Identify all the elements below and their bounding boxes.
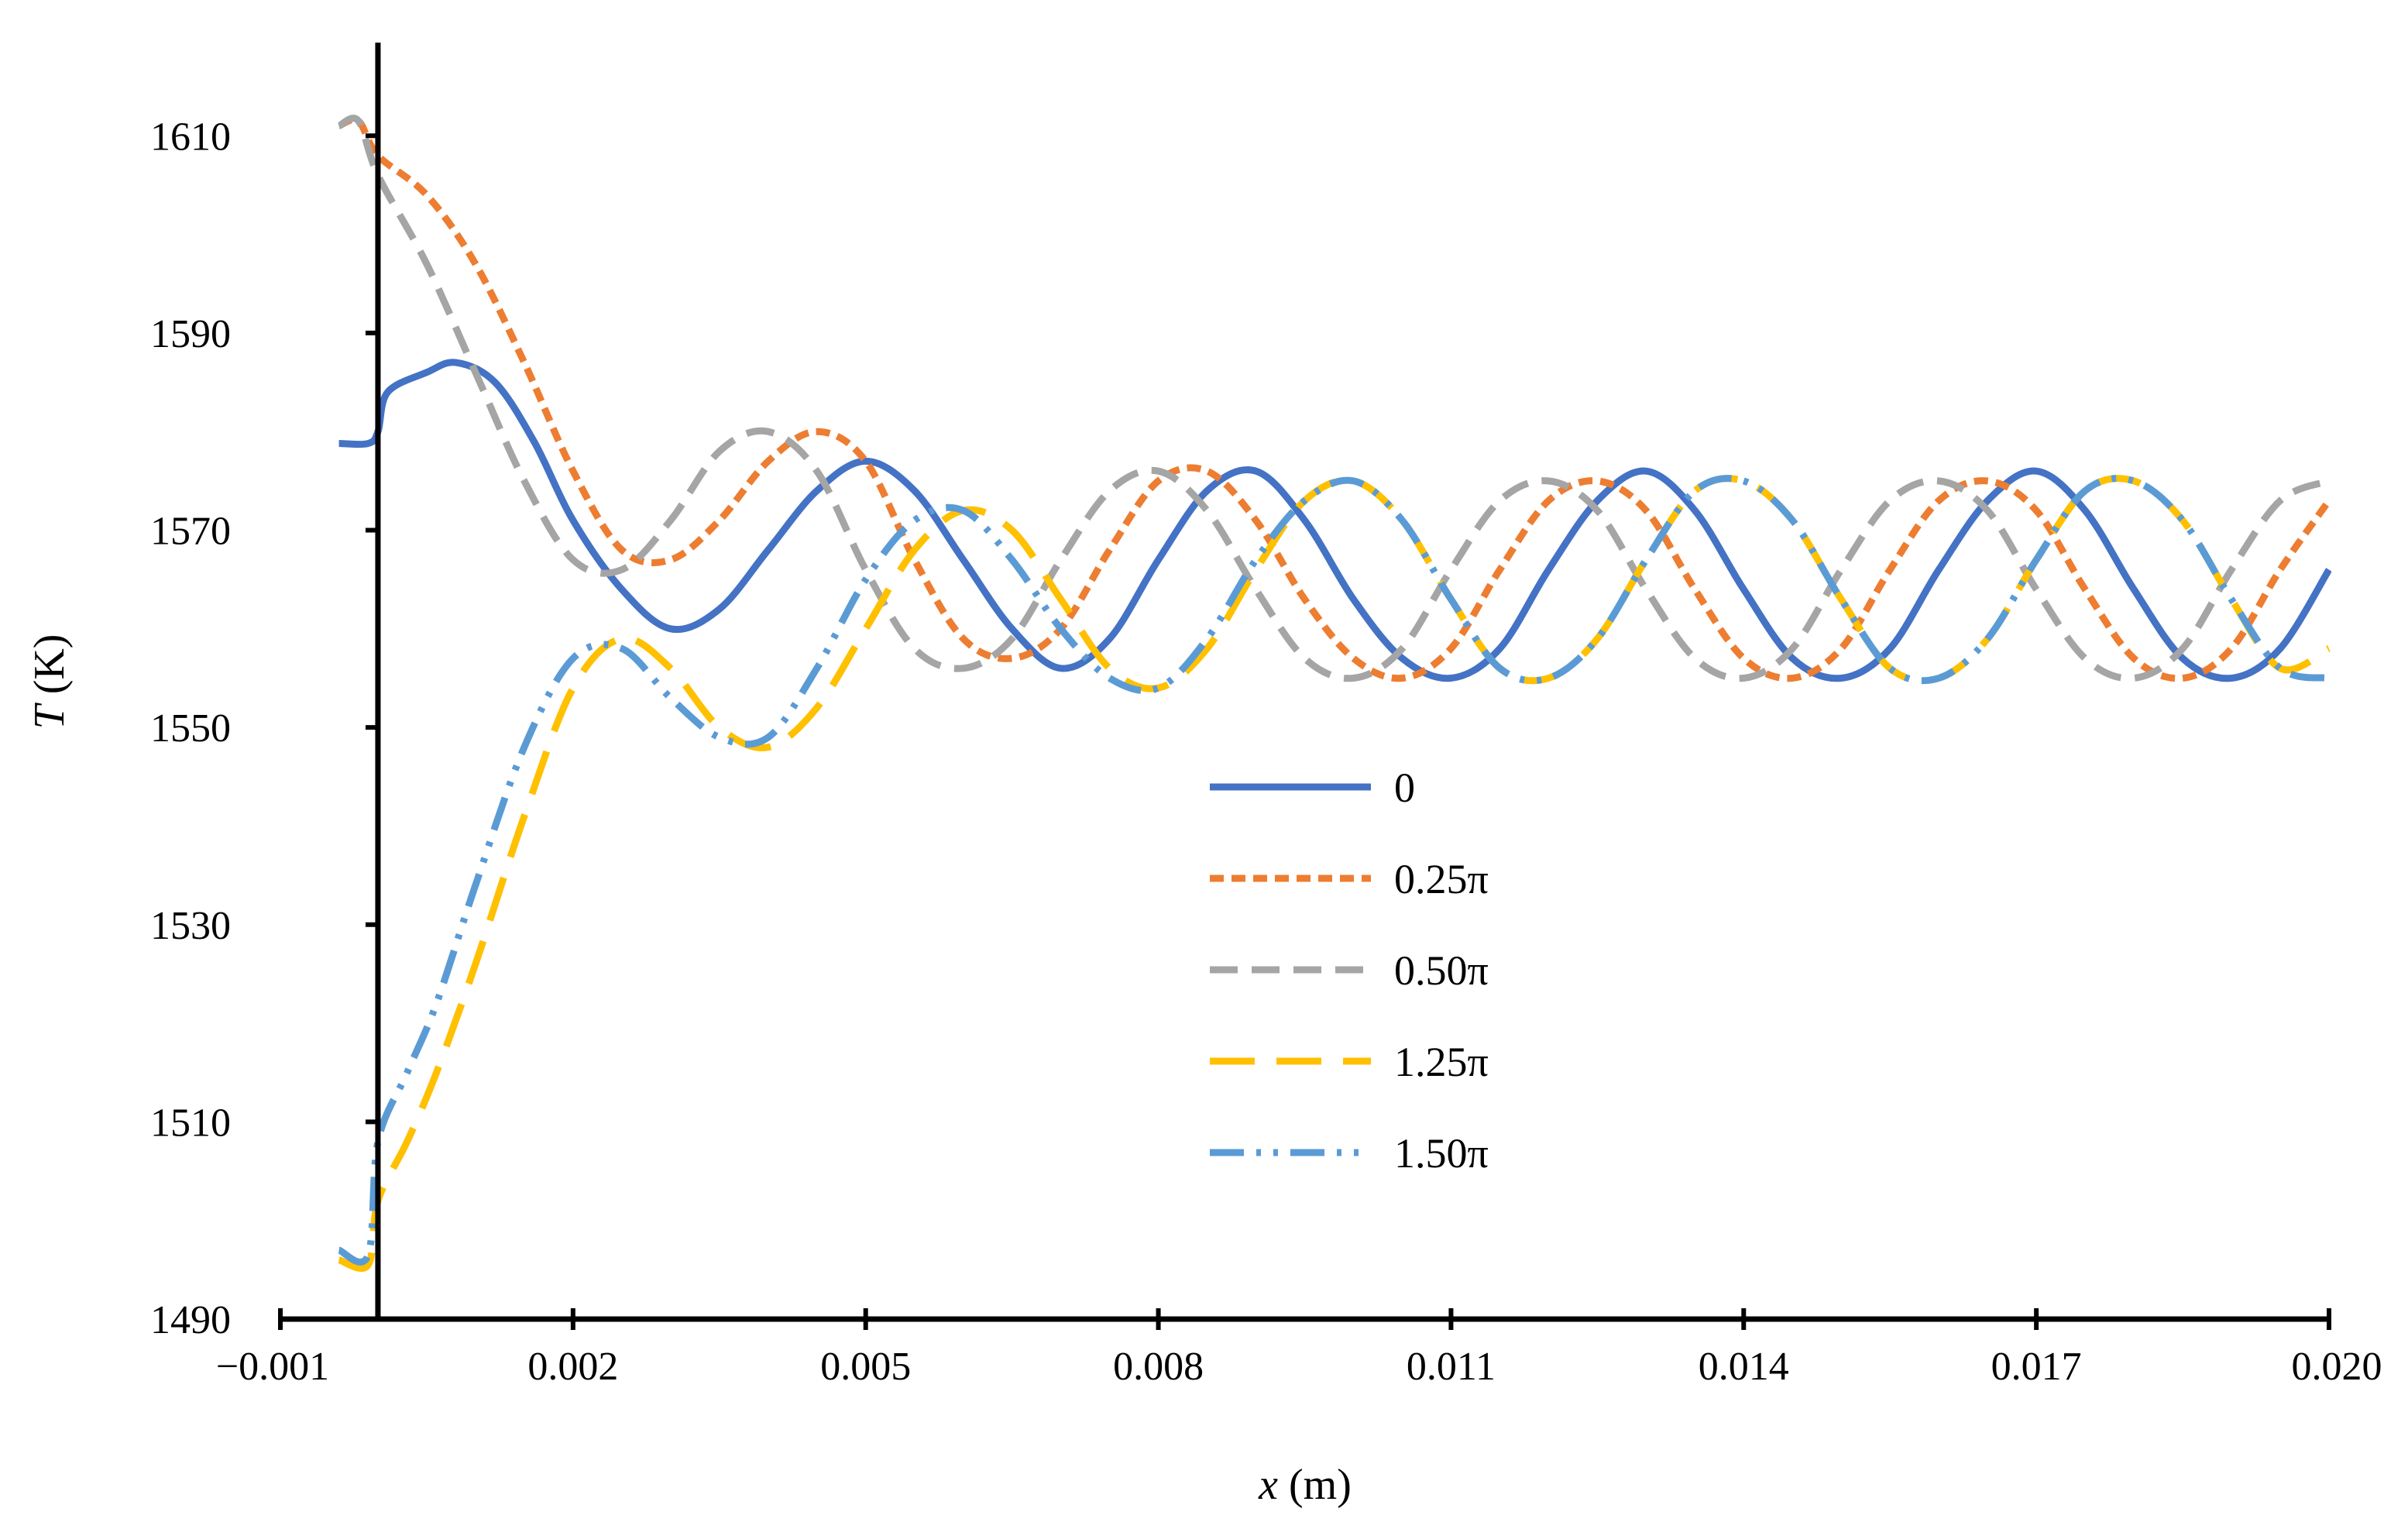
- series-line-4: [338, 475, 2331, 1272]
- x-tick-label: 0.014: [1699, 1345, 1789, 1389]
- legend-label-1: 0: [1394, 764, 1415, 811]
- x-tick-label: 0.008: [1113, 1345, 1204, 1389]
- y-tick-label: 1510: [150, 1101, 231, 1145]
- y-tick-label: 1570: [150, 510, 231, 554]
- legend-label-2: 0.25π: [1394, 856, 1489, 902]
- series-line-3: [337, 115, 2331, 682]
- legend-label-5: 1.50π: [1394, 1130, 1489, 1177]
- legend-label-3: 0.50π: [1394, 947, 1489, 994]
- y-tick-label: 1610: [150, 115, 231, 159]
- x-tick-label: 0.002: [527, 1345, 618, 1389]
- legend-label-4: 1.25π: [1394, 1039, 1489, 1085]
- x-tick-label: 0.011: [1407, 1345, 1496, 1389]
- series-line-2: [337, 115, 2331, 682]
- y-axis-title: T (K): [26, 634, 74, 730]
- series-line-5: [337, 475, 2330, 1266]
- y-tick-label: 1490: [150, 1298, 231, 1342]
- x-axis-title: x (m): [1258, 1461, 1352, 1509]
- tick-label-layer: −0.001 0.002 0.005 0.008 0.011 0.014 0.017 0.02…: [150, 115, 2382, 1389]
- y-tick-label: 1530: [150, 904, 231, 948]
- x-tick-label: 0.020: [2292, 1345, 2382, 1389]
- x-tick-label: 0.005: [820, 1345, 911, 1389]
- x-tick-label: −0.001: [216, 1345, 329, 1389]
- axes-layer: [278, 43, 2331, 1330]
- y-tick-label: 1590: [150, 312, 231, 356]
- x-tick-label: 0.017: [1991, 1345, 2082, 1389]
- legend: 0 0.25π 0.50π 1.25π 1.50π: [1210, 764, 1489, 1177]
- y-tick-label: 1550: [150, 706, 231, 751]
- series-layer: [337, 115, 2331, 1272]
